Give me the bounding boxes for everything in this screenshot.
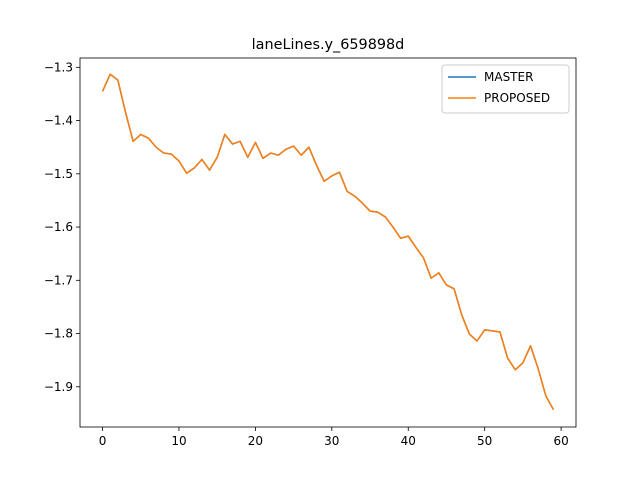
x-tick-label: 30 [324,434,339,448]
y-tick-label: −1.7 [44,273,73,287]
x-tick-label: 10 [171,434,186,448]
x-tick-label: 50 [477,434,492,448]
x-tick-label: 60 [553,434,568,448]
y-tick-label: −1.9 [44,380,73,394]
x-tick-label: 20 [248,434,263,448]
y-tick-label: −1.6 [44,220,73,234]
y-tick-label: −1.4 [44,114,73,128]
data-line [101,73,555,411]
x-tick-label: 40 [401,434,416,448]
y-tick-label: −1.5 [44,167,73,181]
axes-frame [79,57,577,428]
x-tick-label: 0 [99,434,107,448]
y-tick-label: −1.3 [44,60,73,74]
legend-label: PROPOSED [484,91,550,105]
legend-label: MASTER [484,70,533,84]
chart-title: laneLines.y_659898d [252,37,405,53]
y-tick-label: −1.8 [44,327,73,341]
